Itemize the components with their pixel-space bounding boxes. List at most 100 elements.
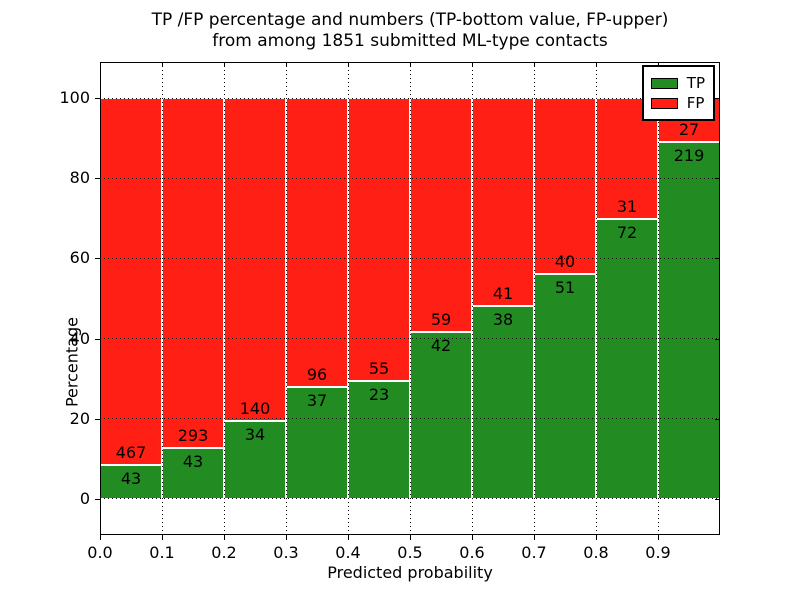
bar-segment-fp	[224, 98, 286, 421]
x-gridline	[161, 62, 163, 535]
legend-entry: FP	[650, 94, 705, 112]
x-tick-label: 0.3	[273, 543, 299, 562]
bar-annotation-tp: 37	[306, 391, 328, 411]
x-tick-bottom	[596, 535, 597, 540]
y-tick-left	[95, 498, 100, 500]
bar-annotation-tp: 43	[120, 469, 142, 489]
y-tick-label: 0	[79, 488, 90, 508]
x-tick-top	[348, 62, 349, 67]
x-tick-top	[286, 62, 287, 67]
x-tick-label: 0.4	[335, 543, 361, 562]
legend-swatch-fp	[650, 97, 678, 109]
y-tick-label: 100	[59, 88, 90, 108]
bar-segment-fp	[162, 98, 224, 448]
x-gridline	[409, 62, 411, 535]
bar-segment-fp	[534, 98, 596, 275]
x-tick-bottom	[100, 535, 101, 540]
x-tick-top	[224, 62, 225, 67]
x-tick-bottom	[534, 535, 535, 540]
bar-annotation-fp: 59	[430, 310, 452, 330]
x-tick-label: 0.2	[211, 543, 237, 562]
y-tick-right	[715, 178, 720, 180]
x-tick-label: 0.5	[397, 543, 423, 562]
bar-annotation-tp: 42	[430, 336, 452, 356]
x-tick-label: 0.7	[521, 543, 547, 562]
bar-annotation-fp: 467	[115, 443, 147, 463]
x-tick-label: 0.1	[149, 543, 175, 562]
bar-segment-tp	[596, 218, 658, 499]
y-axis-label: Percentage	[62, 317, 82, 408]
y-tick-label: 40	[69, 328, 90, 348]
x-tick-label: 0.0	[87, 543, 113, 562]
bar-annotation-tp: 219	[673, 146, 705, 166]
legend-label-fp: FP	[686, 94, 705, 112]
y-gridline	[100, 498, 720, 500]
x-tick-top	[472, 62, 473, 67]
bar-segment-tp	[162, 447, 224, 499]
bar-annotation-fp: 40	[554, 252, 576, 272]
y-tick-right	[715, 498, 720, 500]
y-gridline	[100, 97, 720, 99]
bar-annotation-tp: 72	[616, 222, 638, 242]
y-tick-left	[95, 338, 100, 340]
plot-area: Percentage TP FP 467 43 293 43 140 34 96 37 55 23 5…	[59, 62, 720, 562]
y-gridline	[100, 418, 720, 420]
x-gridline	[657, 62, 659, 535]
legend-label-tp: TP	[686, 74, 705, 92]
y-tick-left	[95, 418, 100, 420]
bar-segment-fp	[100, 98, 162, 466]
bar-annotation-fp: 140	[239, 398, 271, 418]
x-tick-top	[534, 62, 535, 67]
y-tick-label: 80	[69, 168, 90, 188]
x-tick-label: 0.9	[645, 543, 671, 562]
y-tick-left	[95, 178, 100, 180]
y-tick-right	[715, 338, 720, 340]
bar-annotation-fp: 31	[616, 196, 638, 216]
y-tick-label: 20	[69, 408, 90, 428]
x-tick-top	[410, 62, 411, 67]
y-gridline	[100, 257, 720, 259]
x-tick-top	[596, 62, 597, 67]
y-tick-right	[715, 418, 720, 420]
y-tick-right	[715, 258, 720, 260]
x-tick-bottom	[286, 535, 287, 540]
chart-title: TP /FP percentage and numbers (TP-bottom…	[100, 10, 720, 52]
x-gridline	[595, 62, 597, 535]
x-tick-top	[162, 62, 163, 67]
x-tick-label: 0.6	[459, 543, 485, 562]
legend-entry: TP	[650, 74, 705, 92]
x-tick-bottom	[658, 535, 659, 540]
x-tick-bottom	[162, 535, 163, 540]
x-gridline	[471, 62, 473, 535]
bar-segment-tp	[410, 332, 472, 499]
bar-annotation-fp: 293	[177, 425, 209, 445]
bar-annotation-fp: 27	[678, 120, 700, 140]
y-tick-label: 60	[69, 248, 90, 268]
bar-segment-tp	[286, 387, 348, 499]
x-gridline	[533, 62, 535, 535]
x-gridline	[285, 62, 287, 535]
legend: TP FP	[641, 65, 715, 121]
y-gridline	[100, 177, 720, 179]
bar-segment-fp	[348, 98, 410, 381]
x-tick-bottom	[224, 535, 225, 540]
bar-annotation-fp: 41	[492, 284, 514, 304]
bar-annotation-fp: 55	[368, 358, 390, 378]
y-tick-right	[715, 98, 720, 100]
x-tick-bottom	[348, 535, 349, 540]
x-axis-label: Predicted probability	[327, 563, 493, 582]
x-gridline	[223, 62, 225, 535]
bar-segment-fp	[410, 98, 472, 333]
x-tick-top	[658, 62, 659, 67]
y-tick-left	[95, 98, 100, 100]
x-tick-bottom	[410, 535, 411, 540]
bar-segment-tp	[658, 142, 720, 499]
bar-annotation-tp: 43	[182, 451, 204, 471]
bar-annotation-tp: 51	[554, 278, 576, 298]
y-gridline	[100, 338, 720, 340]
bar-segment-fp	[286, 98, 348, 388]
bar-segment-tp	[534, 274, 596, 499]
legend-swatch-tp	[650, 77, 678, 89]
chart-title-line1: TP /FP percentage and numbers (TP-bottom…	[151, 10, 669, 30]
